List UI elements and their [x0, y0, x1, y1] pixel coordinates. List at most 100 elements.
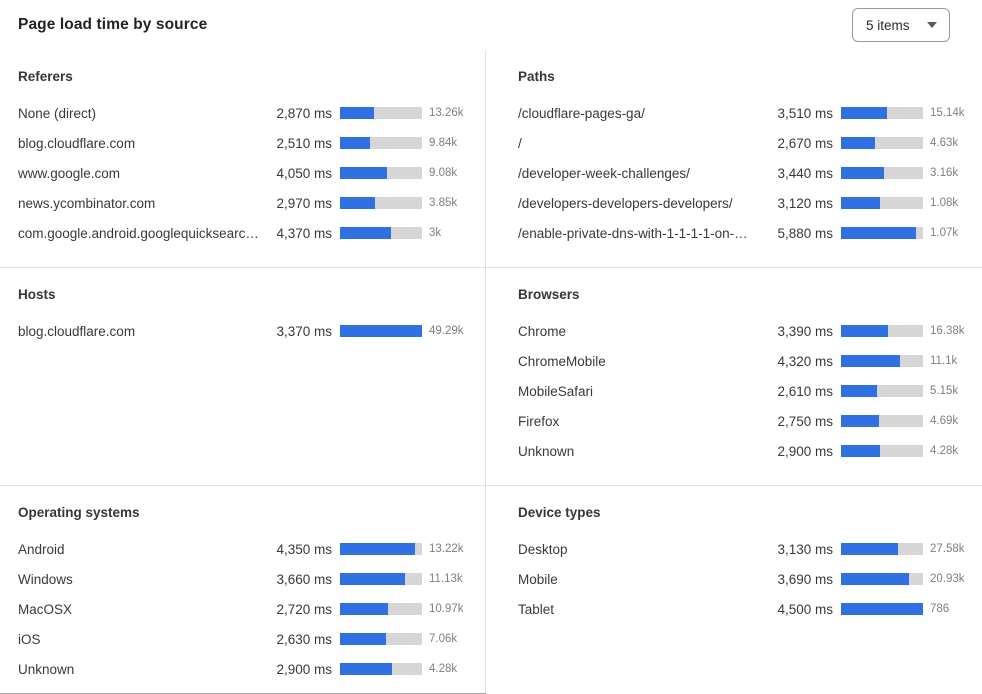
row-count: 3.16k [930, 167, 959, 179]
bar-track [841, 227, 923, 239]
bar-track [340, 663, 422, 675]
panel-title: Referers [18, 69, 73, 84]
row-load-time: 3,120 ms [777, 195, 833, 211]
row-label: None (direct) [18, 105, 97, 121]
bar-track [340, 325, 422, 337]
row-count: 20.93k [930, 573, 965, 585]
bar-fill [841, 573, 910, 585]
row-load-time: 4,350 ms [276, 541, 332, 557]
panel-title: Paths [518, 69, 555, 84]
panel-title: Browsers [518, 287, 580, 302]
table-row[interactable]: /cloudflare-pages-ga/3,510 ms 15.14k [518, 98, 972, 128]
row-label: blog.cloudflare.com [18, 323, 136, 339]
bar-fill [841, 355, 901, 367]
row-label: com.google.android.googlequicksearc… [18, 225, 259, 241]
row-load-time: 2,510 ms [276, 135, 332, 151]
table-row[interactable]: /developers-developers-developers/3,120 … [518, 188, 972, 218]
row-count: 3.85k [429, 197, 458, 209]
row-count: 27.58k [930, 543, 965, 555]
bar-track [841, 107, 923, 119]
table-row[interactable]: Chrome 3,390 ms 16.38k [518, 316, 972, 346]
bar-fill [841, 543, 899, 555]
row-label: Desktop [518, 541, 568, 557]
table-row[interactable]: news.ycombinator.com 2,970 ms 3.85k [18, 188, 471, 218]
row-load-time: 4,320 ms [777, 353, 833, 369]
row-load-time: 2,870 ms [276, 105, 332, 121]
row-count: 4.63k [930, 137, 959, 149]
bar-fill [841, 197, 881, 209]
row-load-time: 2,900 ms [777, 443, 833, 459]
row-label: blog.cloudflare.com [18, 135, 136, 151]
table-row[interactable]: Unknown 2,900 ms 4.28k [18, 654, 471, 684]
panels-grid: Referers None (direct) 2,870 ms 13.26k blog.… [0, 50, 982, 694]
bar-fill [340, 543, 415, 555]
bar-fill [340, 167, 387, 179]
row-label: MobileSafari [518, 383, 594, 399]
bar-track [340, 197, 422, 209]
row-load-time: 3,130 ms [777, 541, 833, 557]
bar-track [841, 445, 923, 457]
items-count-value: 5 items [866, 17, 910, 33]
table-row[interactable]: blog.cloudflare.com 2,510 ms 9.84k [18, 128, 471, 158]
bar-track [340, 543, 422, 555]
row-load-time: 2,720 ms [276, 601, 332, 617]
table-row[interactable]: Desktop 3,130 ms 27.58k [518, 534, 972, 564]
row-count: 4.28k [930, 445, 959, 457]
row-load-time: 5,880 ms [777, 225, 833, 241]
row-count: 15.14k [930, 107, 965, 119]
panel-operating-systems: Operating systems Android 4,350 ms 13.22k Wi… [0, 485, 486, 694]
bar-track [841, 573, 923, 585]
items-count-dropdown[interactable]: 5 items [852, 8, 950, 42]
bar-fill [340, 573, 405, 585]
table-row[interactable]: None (direct) 2,870 ms 13.26k [18, 98, 471, 128]
table-row[interactable]: /enable-private-dns-with-1-1-1-1-on-… 5,8… [518, 218, 972, 248]
row-load-time: 4,050 ms [276, 165, 332, 181]
row-count: 7.06k [429, 633, 458, 645]
bar-fill [841, 107, 887, 119]
table-row[interactable]: /developer-week-challenges/3,440 ms 3.16k [518, 158, 972, 188]
row-label: Android [18, 541, 65, 557]
row-label: Unknown [518, 443, 575, 459]
page-title: Page load time by source [18, 16, 208, 33]
table-row[interactable]: Tablet 4,500 ms 786 [518, 594, 972, 624]
row-count: 3k [429, 227, 442, 239]
bar-fill [340, 197, 376, 209]
table-row[interactable]: www.google.com 4,050 ms 9.08k [18, 158, 471, 188]
row-label: /developers-developers-developers/ [518, 195, 733, 211]
row-count: 49.29k [429, 325, 464, 337]
table-row[interactable]: Android 4,350 ms 13.22k [18, 534, 471, 564]
table-row[interactable]: iOS 2,630 ms 7.06k [18, 624, 471, 654]
table-row[interactable]: Firefox 2,750 ms 4.69k [518, 406, 972, 436]
row-load-time: 2,900 ms [276, 661, 332, 677]
table-row[interactable]: MacOSX 2,720 ms 10.97k [18, 594, 471, 624]
table-row[interactable]: Mobile 3,690 ms 20.93k [518, 564, 972, 594]
bar-fill [841, 227, 916, 239]
row-label: /cloudflare-pages-ga/ [518, 105, 645, 121]
row-load-time: 3,690 ms [777, 571, 833, 587]
table-row[interactable]: ChromeMobile 4,320 ms 11.1k [518, 346, 972, 376]
row-load-time: 4,500 ms [777, 601, 833, 617]
row-label: Firefox [518, 413, 560, 429]
row-count: 10.97k [429, 603, 464, 615]
table-row[interactable]: MobileSafari 2,610 ms 5.15k [518, 376, 972, 406]
row-count: 4.69k [930, 415, 959, 427]
row-load-time: 2,970 ms [276, 195, 332, 211]
table-row[interactable]: blog.cloudflare.com 3,370 ms 49.29k [18, 316, 471, 346]
table-row[interactable]: Unknown 2,900 ms 4.28k [518, 436, 972, 466]
table-row[interactable]: Windows 3,660 ms 11.13k [18, 564, 471, 594]
bar-track [841, 137, 923, 149]
row-count: 4.28k [429, 663, 458, 675]
bar-fill [340, 603, 389, 615]
bar-fill [841, 445, 881, 457]
table-row[interactable]: / 2,670 ms 4.63k [518, 128, 972, 158]
row-load-time: 2,750 ms [777, 413, 833, 429]
panel-title: Hosts [18, 287, 56, 302]
row-label: Mobile [518, 571, 558, 587]
bar-track [841, 325, 923, 337]
row-label: iOS [18, 631, 41, 647]
row-count: 9.84k [429, 137, 458, 149]
table-row[interactable]: com.google.android.googlequicksearc… 4,37… [18, 218, 471, 248]
row-count: 9.08k [429, 167, 458, 179]
row-count: 1.08k [930, 197, 959, 209]
row-load-time: 3,660 ms [276, 571, 332, 587]
